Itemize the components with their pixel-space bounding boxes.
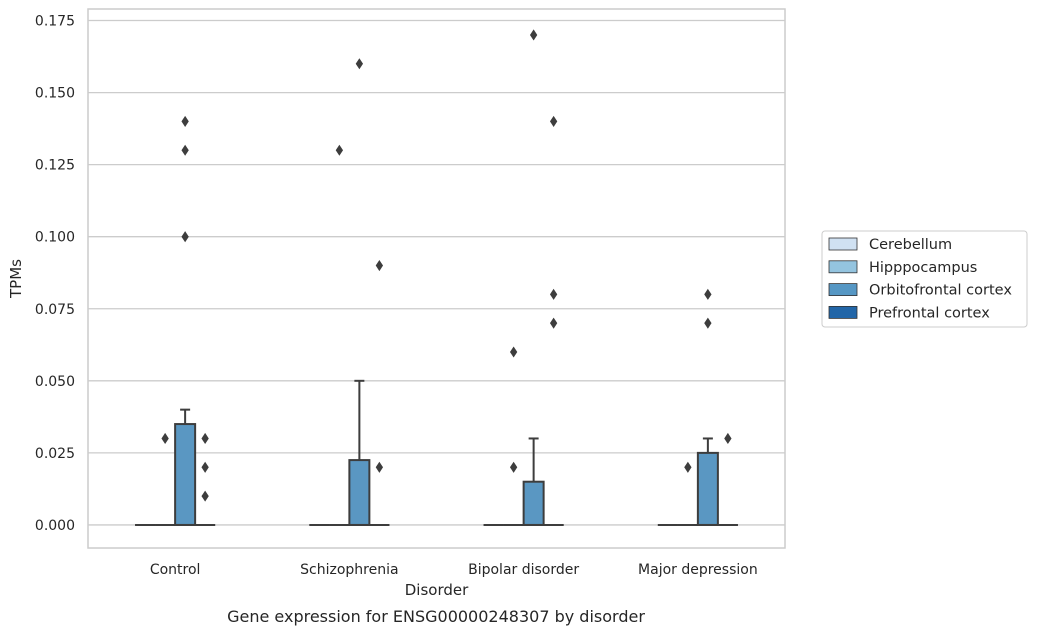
legend-swatch (828, 237, 858, 251)
x-tick-label: Major depression (638, 562, 758, 578)
legend-frame (821, 230, 1028, 328)
box-orbitofrontal-cortex (522, 437, 545, 526)
y-tick-label: 0.000 (35, 518, 75, 534)
outlier-point (181, 231, 189, 243)
outliers (161, 29, 732, 502)
y-axis-ticks: 0.000 0.025 0.050 0.075 0.100 0.125 0.150 0.175 (35, 14, 75, 534)
x-tick-label: Schizophrenia (300, 562, 398, 578)
x-tick-label: Bipolar disorder (468, 562, 579, 578)
outlier-point (549, 288, 558, 300)
box-body (522, 480, 545, 526)
legend-label: Cerebellum (869, 237, 952, 253)
box-body (696, 451, 719, 526)
y-tick-label: 0.050 (35, 374, 75, 390)
y-tick-label: 0.150 (35, 86, 75, 102)
legend-label: Hipppocampus (869, 260, 977, 276)
y-tick-label: 0.125 (35, 158, 75, 174)
outlier-point (375, 461, 384, 473)
box-orbitofrontal-cortex (348, 379, 371, 526)
y-tick-label: 0.100 (35, 230, 75, 246)
outlier-point (201, 432, 209, 445)
plot-frame (87, 8, 786, 549)
grid-lines (88, 19, 785, 526)
chart-caption: Gene expression for ENSG00000248307 by d… (227, 607, 645, 626)
outlier-point (704, 317, 712, 329)
x-tick-label: Control (150, 562, 201, 578)
outlier-point (201, 490, 209, 502)
legend-label: Prefrontal cortex (869, 305, 990, 321)
y-axis-label: TPMs (7, 259, 25, 299)
outlier-point (181, 144, 189, 156)
outlier-point (704, 288, 712, 300)
outlier-point (549, 115, 558, 127)
legend-label: Orbitofrontal cortex (869, 283, 1012, 299)
outlier-point (161, 432, 169, 445)
x-axis-ticks: Control Schizophrenia Bipolar disorder Majo… (150, 562, 758, 578)
outlier-point (509, 346, 518, 358)
legend: Cerebellum Hipppocampus Orbitofrontal cort… (821, 230, 1028, 328)
box-orbitofrontal-cortex (174, 408, 197, 526)
box-orbitofrontal-cortex (696, 437, 719, 526)
outlier-point (509, 461, 518, 473)
legend-swatch (828, 260, 858, 274)
y-tick-label: 0.075 (35, 302, 75, 318)
outlier-point (529, 29, 538, 41)
box-body (348, 459, 371, 526)
legend-swatch (828, 283, 858, 297)
outlier-point (355, 58, 364, 70)
outlier-point (549, 317, 558, 329)
y-tick-label: 0.025 (35, 446, 75, 462)
boxes (135, 379, 738, 526)
outlier-point (724, 432, 732, 445)
y-tick-label: 0.175 (35, 14, 75, 30)
outlier-point (201, 461, 209, 473)
outlier-point (375, 259, 384, 272)
outlier-point (684, 461, 692, 473)
outlier-point (181, 115, 189, 127)
x-axis-label: Disorder (405, 581, 469, 599)
outlier-point (335, 144, 344, 156)
box-body (174, 423, 197, 526)
legend-swatch (828, 305, 858, 319)
